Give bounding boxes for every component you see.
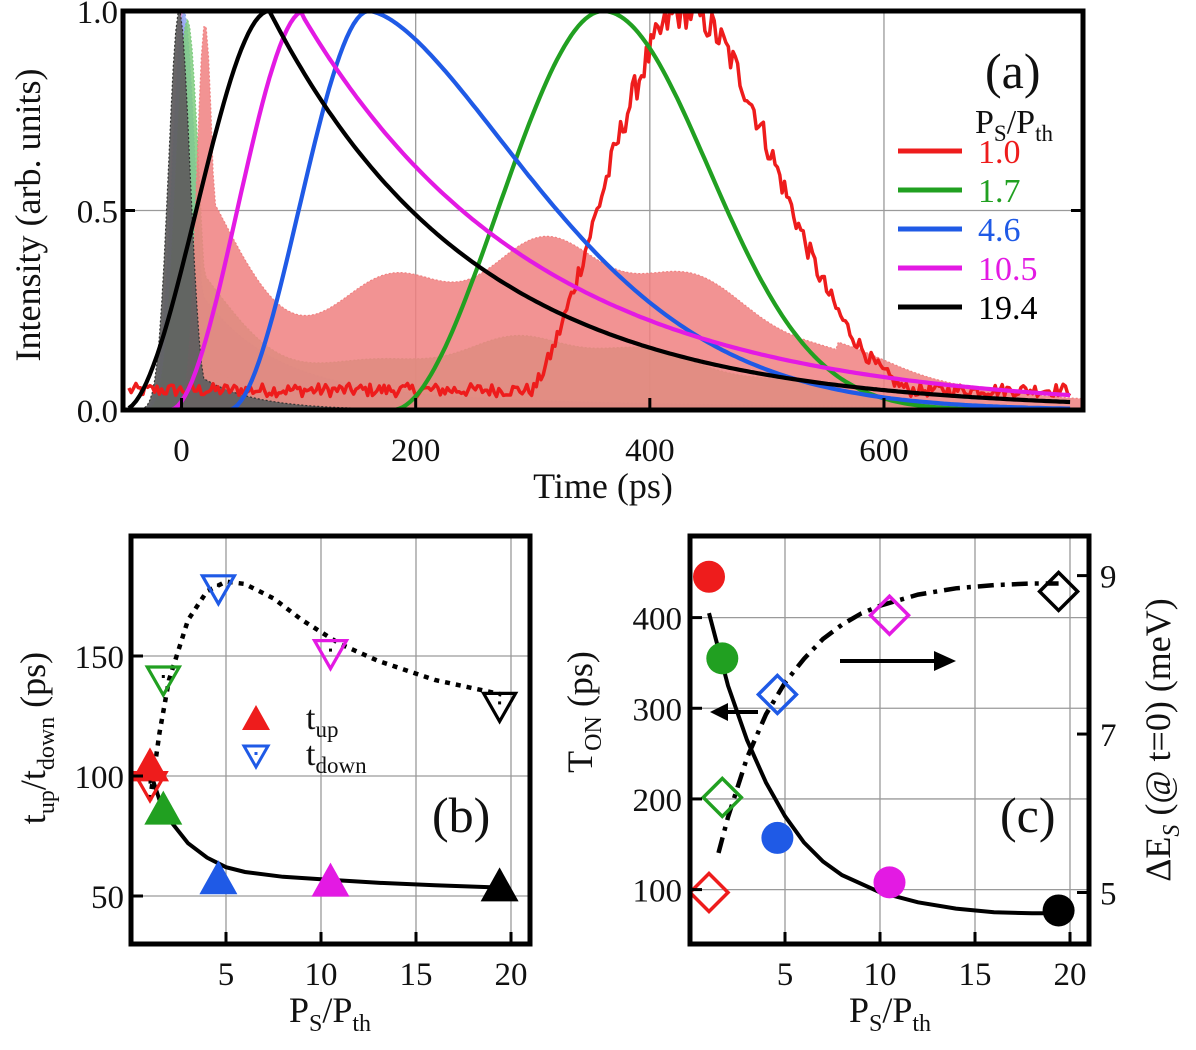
panel-c-fit-ton [707,612,1061,916]
panel-b-xtick-label: 15 [400,957,433,993]
panel-a-xtick-label: 200 [391,433,441,469]
panel-c-y2tick-label: 7 [1100,718,1117,754]
t-down-marker [311,638,350,672]
panel-c-ytick-label: 100 [633,874,683,910]
panel-a-ytick-label: 1.0 [77,0,118,31]
panel-a-ticks: 0 200 400 600 0.0 0.5 1.0 [77,0,1083,469]
t-on-marker [693,560,725,593]
panel-c-markers [687,560,1081,927]
pump-trace-fill [128,26,1083,410]
series-line-1.0 [127,11,1072,399]
panel-a-legend-title: PS/Pth [975,104,1053,146]
panel-b-ytick-label: 100 [75,760,125,796]
panel-a-xtick-label: 600 [859,433,909,469]
t-down-marker [144,665,183,699]
panel-a-xtick-label: 0 [173,433,190,469]
legend-label: 19.4 [978,290,1038,327]
legend-t-up-marker [242,705,270,730]
t-on-marker [761,821,794,854]
series-line-4.6 [128,11,1071,410]
panel-c-axis-arrows [710,651,956,721]
t-up-marker [311,862,350,897]
panel-c-ticks: 5 10 15 20 100 200 300 400 5 7 9 [633,560,1117,993]
legend-t-down-dot [254,752,258,755]
panel-c-xtick-label: 20 [1054,957,1087,993]
panel-a-legend: 1.01.74.610.519.4 [898,134,1038,327]
panel-b: 5 10 15 20 50 100 150 PS/Pth tup/tdown (ps) (b… [13,533,533,1037]
panel-c-ytick-label: 200 [633,783,683,819]
t-down-marker-dot [148,780,152,784]
left-axis-arrow-head [710,703,728,721]
delta-e-marker [687,871,731,914]
delta-e-marker [700,775,744,819]
delta-e-marker [755,672,799,716]
t-on-marker [1042,894,1075,927]
panel-b-frame [128,533,533,947]
legend-label: 1.0 [978,134,1021,171]
t-up-marker [199,860,238,895]
t-on-marker [873,866,906,899]
panel-c-plot-area [707,581,1061,916]
legend-label: 1.7 [978,173,1021,210]
right-axis-arrow-head [934,651,956,671]
panel-c-xtick-label: 15 [959,957,992,993]
panel-a-xlabel: Time (ps) [533,466,673,506]
panel-a-plot-area [127,11,1083,410]
t-down-marker [131,770,169,804]
panel-a: 0 200 400 600 0.0 0.5 1.0 Time (ps) Intensity … [8,0,1086,506]
series-line-19.4 [127,11,1071,410]
legend-t-up-label: tup [306,700,338,742]
t-up-marker [480,867,519,902]
panel-c-xtick-label: 5 [777,957,794,993]
panel-b-ytick-label: 150 [75,640,125,676]
panel-c-y2tick-label: 9 [1100,560,1117,596]
legend-t-down-label: tdown [306,736,367,778]
legend-label: 4.6 [978,212,1021,249]
panel-b-legend: tup tdown [241,700,367,778]
panel-b-ylabel: tup/tdown (ps) [13,652,60,824]
t-on-marker [706,642,739,675]
panel-c-xtick-label: 10 [864,957,897,993]
panel-b-fit-down [147,579,502,801]
t-down-marker-dot [161,675,165,678]
t-down-marker-dot [216,583,220,587]
legend-label: 10.5 [978,251,1038,288]
panel-c: 5 10 15 20 100 200 300 400 5 7 9 PS/Pth TON (ps) Δ… [560,533,1185,1037]
panel-b-xlabel: PS/Pth [289,990,371,1037]
panel-b-xtick-label: 5 [218,957,235,993]
panel-a-tag: (a) [985,43,1041,99]
delta-e-marker [868,593,911,637]
legend-t-down-marker [241,744,271,771]
t-up-marker [144,790,183,825]
panel-c-tag: (c) [1000,787,1056,843]
panel-a-ytick-label: 0.0 [77,394,118,430]
t-down-marker-dot [329,648,332,652]
panel-c-y2label: ΔES (@ t=0) (meV) [1138,598,1185,882]
panel-b-ticks: 5 10 15 20 50 100 150 [75,640,528,993]
panel-b-markers [131,574,519,902]
panel-b-xtick-label: 20 [495,957,528,993]
panel-c-ytick-label: 400 [633,602,683,638]
delta-e-marker [1037,569,1081,613]
panel-b-tag: (b) [432,787,490,843]
panel-c-y2tick-label: 5 [1100,877,1117,913]
panel-a-xtick-label: 400 [625,433,675,469]
panel-a-ytick-label: 0.5 [77,195,118,231]
panel-b-xtick-label: 10 [305,957,338,993]
panel-a-ylabel: Intensity (arb. units) [8,69,48,362]
panel-c-frame [687,533,1092,947]
panel-b-ytick-label: 50 [91,880,124,916]
panel-c-ytick-label: 300 [633,692,683,728]
t-down-marker [480,691,519,725]
t-down-marker-dot [498,701,502,705]
series-line-10.5 [128,11,1071,410]
panel-c-ylabel: TON (ps) [560,651,607,773]
panel-c-fit-delta-e [716,581,1059,854]
panel-c-xlabel: PS/Pth [849,990,931,1037]
t-down-marker [199,574,238,608]
